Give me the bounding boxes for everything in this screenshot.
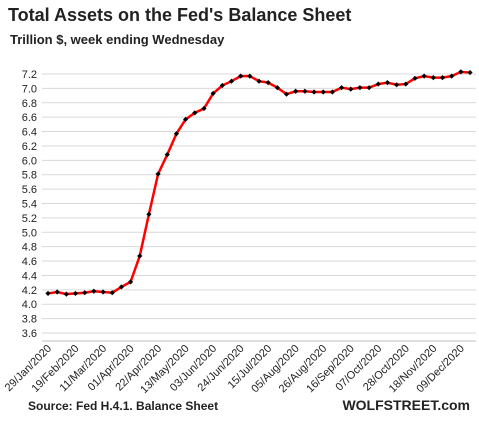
y-tick-label: 4.8 <box>22 242 37 254</box>
data-point <box>384 80 391 86</box>
data-point <box>118 284 124 290</box>
data-point <box>127 279 134 285</box>
data-point <box>320 89 326 95</box>
chart-subtitle: Trillion $, week ending Wednesday <box>10 32 225 47</box>
data-point <box>403 81 409 87</box>
data-point <box>219 82 225 89</box>
data-point <box>137 253 143 259</box>
y-tick-label: 5.0 <box>22 227 37 239</box>
data-point <box>146 211 152 217</box>
data-point <box>192 110 198 116</box>
data-point <box>164 151 170 158</box>
data-point <box>91 288 97 294</box>
data-point <box>458 69 464 75</box>
y-tick-label: 3.8 <box>22 314 37 326</box>
y-tick-label: 5.8 <box>22 170 37 182</box>
data-point <box>265 80 271 86</box>
data-point <box>293 88 299 94</box>
data-point <box>329 89 335 95</box>
data-point <box>100 289 106 295</box>
y-tick-label: 6.6 <box>22 112 37 124</box>
data-point <box>357 85 363 91</box>
data-point <box>238 73 244 79</box>
data-point <box>375 81 381 87</box>
data-point <box>274 85 280 91</box>
data-point <box>54 289 60 295</box>
data-point <box>394 82 400 88</box>
data-point <box>412 75 418 81</box>
data-point <box>82 290 88 296</box>
data-point <box>283 91 290 97</box>
data-point <box>45 290 51 297</box>
y-tick-label: 6.0 <box>22 155 37 167</box>
y-tick-label: 6.4 <box>22 127 37 139</box>
data-point <box>228 78 235 84</box>
data-point <box>467 69 473 76</box>
data-point <box>311 89 317 95</box>
chart-title: Total Assets on the Fed's Balance Sheet <box>8 5 351 25</box>
data-point <box>302 88 308 94</box>
data-point <box>210 90 216 97</box>
y-tick-label: 5.4 <box>22 199 37 211</box>
y-tick-label: 7.0 <box>22 83 37 95</box>
data-point <box>430 74 436 81</box>
y-tick-label: 6.8 <box>22 98 37 110</box>
y-tick-label: 7.2 <box>22 69 37 81</box>
y-tick-label: 4.2 <box>22 285 37 297</box>
data-point <box>201 105 207 112</box>
data-point <box>109 290 115 296</box>
data-point <box>247 73 253 79</box>
y-tick-label: 4.6 <box>22 256 37 268</box>
y-tick-label: 4.0 <box>22 299 37 311</box>
data-point <box>366 85 372 91</box>
y-tick-label: 5.2 <box>22 213 37 225</box>
data-point <box>338 85 345 91</box>
data-point <box>155 171 161 177</box>
data-point <box>439 74 446 81</box>
data-point <box>449 73 455 79</box>
data-point <box>63 291 69 297</box>
data-point <box>173 131 180 137</box>
brand: WOLFSTREET.com <box>342 397 470 413</box>
y-tick-label: 4.4 <box>22 270 37 282</box>
y-tick-label: 6.2 <box>22 141 37 153</box>
y-tick-label: 3.6 <box>22 328 37 340</box>
data-point <box>348 86 354 92</box>
data-point <box>183 116 189 122</box>
data-point <box>421 73 427 79</box>
data-point <box>256 78 262 84</box>
y-tick-label: 5.6 <box>22 184 37 196</box>
data-point <box>72 290 79 297</box>
source-note: Source: Fed H.4.1. Balance Sheet <box>28 399 218 413</box>
